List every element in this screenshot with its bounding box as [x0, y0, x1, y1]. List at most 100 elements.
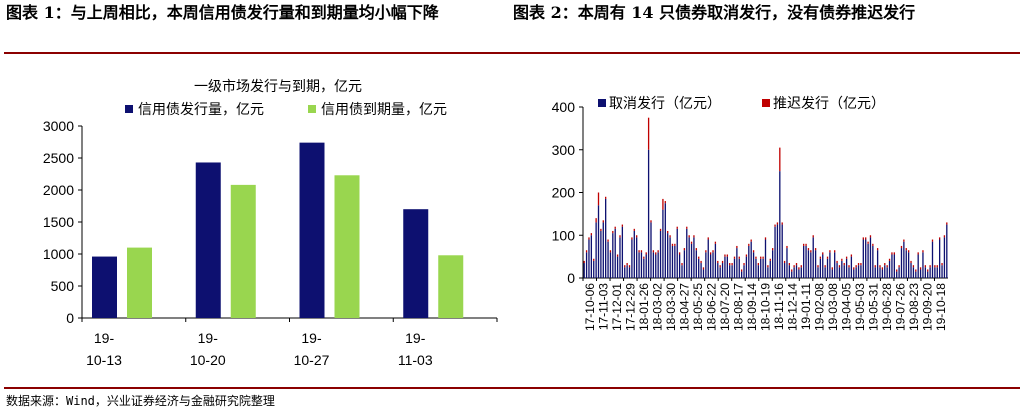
- chart1-x-tick-label: 10-13: [86, 352, 122, 368]
- chart2-bar-postponed: [740, 269, 743, 272]
- chart2-bar-cancelled: [867, 243, 869, 278]
- chart2-bar-cancelled: [893, 254, 895, 278]
- chart2-bar-postponed: [678, 252, 681, 255]
- chart2-bar-postponed: [867, 241, 869, 244]
- chart2-bar-cancelled: [783, 263, 786, 278]
- chart2-bar-cancelled: [910, 263, 912, 278]
- chart2-bar-postponed: [853, 267, 855, 270]
- chart2-bar-postponed: [674, 243, 676, 246]
- chart2-bar-cancelled: [664, 203, 666, 278]
- chart2-bar-postponed: [767, 265, 769, 268]
- chart2-x-tick-label: 19-02-08: [813, 283, 827, 331]
- chart2-bar-cancelled: [807, 250, 810, 278]
- chart2-bar-cancelled: [683, 250, 686, 278]
- chart2-bar-cancelled: [659, 230, 662, 278]
- chart1-y-tick-label: 0: [66, 310, 74, 326]
- chart2-bar-cancelled: [838, 267, 841, 278]
- chart2-bar-cancelled: [774, 226, 776, 278]
- chart2-bar-cancelled: [647, 149, 650, 278]
- chart2-bar-cancelled: [655, 254, 657, 278]
- chart2-x-tick-label: 18-10-19: [759, 283, 773, 331]
- chart2-bar-cancelled: [593, 260, 595, 278]
- chart2-bar-cancelled: [724, 256, 726, 278]
- chart2-y-tick-label: 400: [552, 99, 576, 115]
- chart2-bar-cancelled: [690, 243, 693, 278]
- chart2-bar-postponed: [810, 250, 812, 253]
- chart2-bar-cancelled: [595, 222, 597, 278]
- chart2-legend-label-1: 推迟发行（亿元）: [773, 96, 885, 112]
- chart2-bar-cancelled: [705, 252, 707, 278]
- chart2-bar-cancelled: [891, 254, 893, 278]
- chart2-bar-postponed: [865, 237, 867, 240]
- chart2-x-tick-label: 19-06-28: [880, 283, 894, 331]
- chart1-y-tick-label: 500: [51, 278, 75, 294]
- chart2-bar-postponed: [931, 239, 934, 242]
- chart2-bar-postponed: [690, 241, 693, 244]
- chart2-y-tick-label: 200: [552, 185, 576, 201]
- chart1-bar-issuance-19-10-27: [299, 142, 325, 318]
- chart2-bar-postponed: [941, 263, 943, 266]
- chart2-bar-cancelled: [884, 265, 886, 278]
- chart2-bar-postponed: [645, 252, 647, 255]
- chart2-bar-postponed: [936, 265, 938, 268]
- chart2-bar-cancelled: [628, 267, 631, 278]
- chart2-y-tick-label: 100: [552, 227, 576, 243]
- chart2-bar-postponed: [607, 239, 609, 242]
- chart2-bar-cancelled: [791, 271, 793, 278]
- chart2-bar-postponed: [688, 235, 690, 238]
- chart2-bar-cancelled: [905, 250, 907, 278]
- chart2-bar-postponed: [838, 265, 841, 268]
- chart2-bar-cancelled: [752, 252, 755, 278]
- chart2-bar-cancelled: [643, 258, 645, 278]
- chart2-bar-cancelled: [924, 267, 926, 278]
- chart1-bar-issuance-19-11-03: [403, 209, 429, 318]
- chart2-bar-cancelled: [929, 267, 931, 278]
- chart2-x-tick-label: 17-12-01: [610, 283, 624, 331]
- chart2-bar-cancelled: [652, 252, 655, 278]
- chart2-bar-cancelled: [709, 254, 712, 278]
- chart1-x-tick-label: 11-03: [398, 352, 433, 368]
- chart2-bar-cancelled: [693, 237, 695, 278]
- chart2-x-tick-label: 18-06-22: [704, 283, 718, 331]
- chart2-bar-cancelled: [667, 233, 669, 278]
- chart2-bar-cancelled: [817, 267, 819, 278]
- chart2-bar-postponed: [807, 248, 810, 251]
- chart2-bar-cancelled: [698, 258, 700, 278]
- chart2-bar-cancelled: [881, 269, 884, 278]
- chart2-bar-postponed: [774, 224, 776, 227]
- chart2-bar-cancelled: [616, 256, 619, 278]
- chart2-bar-postponed: [707, 237, 709, 240]
- chart2-x-tick-label: 18-03-02: [650, 283, 664, 331]
- chart2-bar-postponed: [636, 235, 638, 238]
- chart2-bar-postponed: [924, 265, 926, 268]
- chart2-bar-cancelled: [671, 245, 674, 278]
- chart2-bar-cancelled: [764, 239, 767, 278]
- chart2-x-tick-label: 19-10-18: [934, 283, 948, 331]
- chart2-bar-postponed: [671, 243, 674, 246]
- chart2-bar-cancelled: [874, 267, 876, 278]
- chart2-bar-postponed: [683, 248, 686, 251]
- chart2-bar-cancelled: [857, 265, 860, 278]
- chart2-x-tick-label: 19-05-31: [867, 283, 881, 331]
- chart2-bar-cancelled: [841, 260, 843, 278]
- chart2-bar-postponed: [898, 265, 900, 268]
- chart2-bar-cancelled: [707, 239, 709, 278]
- chart2-bar-cancelled: [669, 237, 671, 278]
- chart2-bar-cancelled: [836, 263, 838, 278]
- chart2-bar-cancelled: [772, 250, 774, 278]
- chart2-bar-cancelled: [695, 250, 697, 278]
- chart2-bar-postponed: [938, 237, 941, 240]
- chart2-bar-postponed: [783, 260, 786, 264]
- chart1-legend-swatch-0: [125, 105, 133, 113]
- chart2-bar-postponed: [736, 245, 738, 249]
- chart2-bar-cancelled: [597, 205, 600, 278]
- chart2-y-tick-label: 0: [567, 270, 575, 286]
- chart2-bar-cancelled: [678, 254, 681, 278]
- chart2-bar-postponed: [712, 250, 714, 253]
- chart2-bar-postponed: [795, 263, 798, 266]
- chart2-bar-cancelled: [762, 258, 764, 278]
- chart2-bar-cancelled: [612, 233, 614, 278]
- chart2-bar-postponed: [602, 220, 604, 223]
- chart2-bar-postponed: [826, 256, 829, 259]
- figure2-title: 图表 2：本周有 14 只债券取消发行，没有债券推迟发行: [513, 3, 916, 22]
